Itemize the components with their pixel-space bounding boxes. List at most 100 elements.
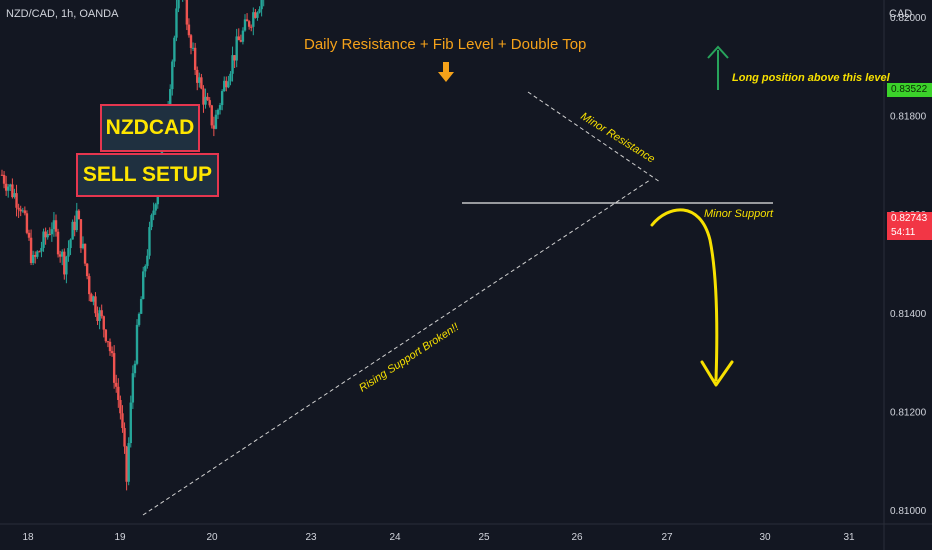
candle-body [191, 47, 195, 49]
green-arrow-icon [707, 45, 729, 59]
candle-body [173, 37, 176, 62]
candle-body [94, 296, 97, 314]
candle-body [220, 91, 224, 106]
candle-body [73, 221, 76, 231]
x-tick-label: 27 [661, 532, 673, 543]
candle-body [54, 220, 58, 232]
candle-body [252, 12, 255, 27]
candle-body [148, 227, 151, 256]
candle-body [204, 96, 207, 105]
x-tick-label: 30 [759, 532, 771, 543]
minor-support-note: Minor Support [704, 208, 774, 220]
candle-body [254, 12, 257, 18]
candle-body [200, 77, 203, 89]
candle-body [189, 35, 193, 48]
x-tick-label: 18 [22, 532, 34, 543]
candle-body [225, 80, 228, 88]
candle-body [216, 109, 220, 115]
setup-badge: SELL SETUP [76, 153, 219, 197]
candle-body [193, 47, 197, 70]
candle-body [36, 251, 39, 257]
projection-curve [650, 208, 719, 382]
candle-body [106, 341, 110, 343]
long-position-note: Long position above this level [732, 72, 890, 84]
candle-body [29, 237, 33, 263]
candle-body [150, 215, 153, 228]
candle-body [223, 80, 226, 92]
candle-body [0, 174, 4, 176]
candle-body [139, 299, 143, 314]
candle-body [231, 55, 234, 74]
candle-body [135, 324, 139, 364]
candle-body [123, 428, 126, 447]
candle-body [125, 446, 128, 482]
minor-resistance-trendline [527, 91, 661, 183]
candle-timer-tag: 54:11 [887, 226, 932, 240]
candle-body [77, 210, 81, 220]
candle-body [102, 316, 105, 330]
candle-body [65, 256, 68, 275]
minor-resistance-label: Minor Resistance [578, 110, 656, 165]
y-tick-label: 0.81000 [890, 506, 927, 517]
candle-body [71, 221, 74, 240]
candle-body [241, 30, 245, 42]
candle-body [15, 193, 18, 208]
candle-body [7, 186, 10, 191]
candle-body [119, 399, 122, 414]
candle-body [11, 184, 14, 198]
candle-body [212, 125, 216, 129]
candle-body [127, 443, 130, 482]
candle-body [171, 61, 174, 90]
candle-body [23, 210, 27, 214]
candle-body [42, 231, 45, 248]
x-tick-label: 20 [206, 532, 218, 543]
candle-body [13, 193, 16, 198]
candle-body [169, 89, 172, 108]
rising-support-trendline [142, 179, 651, 516]
x-tick-label: 25 [478, 532, 490, 543]
current-price-tag: 0.82743 [887, 212, 932, 226]
candle-body [17, 207, 20, 210]
candle-body [218, 105, 222, 110]
candle-body [96, 313, 99, 321]
candle-body [69, 239, 72, 249]
candle-body [81, 243, 85, 249]
candle-body [98, 310, 101, 321]
x-tick-label: 23 [305, 532, 317, 543]
resistance-price-tag: 0.83522 [887, 83, 932, 97]
candle-body [19, 209, 22, 212]
candle-body [237, 36, 240, 41]
candle-body [245, 19, 249, 22]
x-tick-label: 24 [389, 532, 401, 543]
candle-body [233, 55, 236, 61]
candle-body [56, 231, 60, 255]
candle-body [121, 413, 124, 429]
candle-body [137, 313, 141, 325]
candle-body [239, 40, 243, 42]
candle-body [85, 263, 89, 277]
candle-body [115, 382, 118, 387]
x-tick-label: 19 [114, 532, 126, 543]
candle-body [58, 254, 62, 257]
candle-body [154, 204, 157, 211]
candle-body [48, 233, 51, 235]
candle-body [61, 251, 64, 257]
candle-body [67, 248, 70, 257]
candle-body [75, 210, 78, 231]
candle-body [227, 81, 230, 88]
y-tick-label: 0.81200 [890, 407, 927, 418]
candle-body [63, 251, 66, 275]
candle-body [44, 231, 47, 238]
candle-body [38, 251, 41, 253]
pair-badge: NZDCAD [100, 104, 200, 152]
symbol-label[interactable]: NZD/CAD, 1h, OANDA [6, 8, 119, 20]
y-tick-label: 0.82000 [890, 13, 927, 24]
candle-body [175, 8, 178, 38]
candle-body [152, 210, 155, 216]
candle-body [235, 36, 238, 61]
candle-body [210, 105, 213, 126]
orange-arrow-icon [438, 62, 454, 82]
candle-body [112, 353, 116, 383]
annotation-title: Daily Resistance + Fib Level + Double To… [304, 36, 587, 53]
